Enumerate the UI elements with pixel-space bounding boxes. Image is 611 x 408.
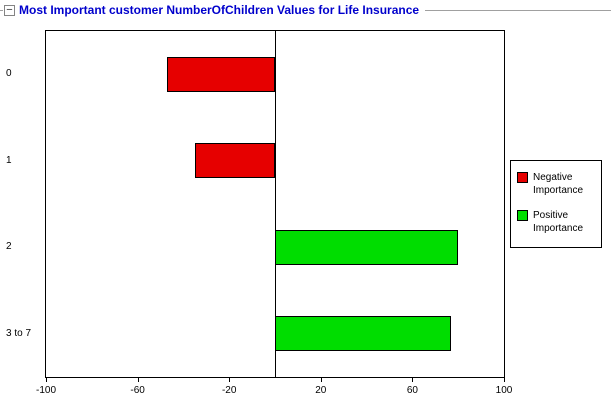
legend-label: Negative Importance — [533, 172, 584, 196]
x-axis-label: -100 — [35, 385, 57, 396]
y-axis-label: 3 to 7 — [6, 327, 32, 339]
x-axis-tick — [504, 378, 505, 382]
y-axis-label: 2 — [6, 241, 12, 253]
negative-importance-swatch-icon — [517, 172, 528, 183]
chart-header: − Most Important customer NumberOfChildr… — [0, 0, 611, 20]
chart-title: Most Important customer NumberOfChildren… — [19, 3, 420, 17]
legend-label: Positive Importance — [533, 210, 584, 234]
y-axis-label: 1 — [6, 154, 12, 166]
legend-item-positive: Positive Importance — [517, 209, 595, 235]
x-axis-label: 20 — [315, 385, 327, 396]
legend: Negative Importance Positive Importance — [510, 160, 602, 248]
x-axis-tick — [229, 378, 231, 382]
x-axis-tick — [320, 378, 322, 382]
x-axis-label: 100 — [495, 385, 513, 396]
bar-category-0 — [167, 56, 275, 92]
x-axis-tick — [137, 378, 139, 382]
x-axis-label: -60 — [130, 385, 145, 396]
plot-area — [45, 30, 505, 378]
header-divider-right — [425, 9, 611, 11]
header-divider-left — [0, 9, 3, 11]
y-axis-label: 0 — [6, 68, 12, 80]
x-axis-tick — [46, 378, 47, 382]
x-axis-tick — [412, 378, 414, 382]
bar-category-2 — [275, 229, 459, 265]
x-axis-label: 60 — [406, 385, 418, 396]
collapse-icon[interactable]: − — [4, 4, 15, 16]
zero-axis-line — [274, 31, 276, 377]
x-axis-label: -20 — [221, 385, 237, 396]
bar-category-1 — [194, 143, 275, 179]
bar-category-3-to-7 — [275, 316, 452, 352]
positive-importance-swatch-icon — [517, 210, 528, 221]
legend-item-negative: Negative Importance — [517, 171, 595, 197]
